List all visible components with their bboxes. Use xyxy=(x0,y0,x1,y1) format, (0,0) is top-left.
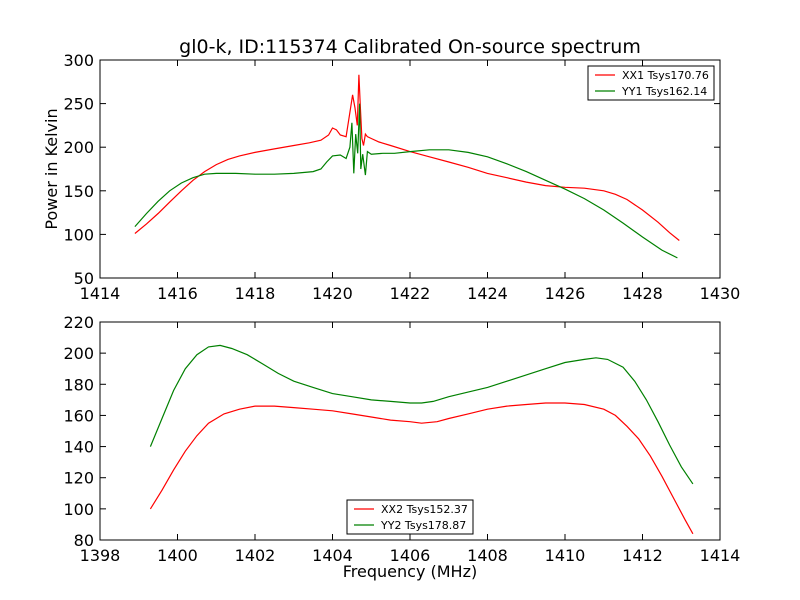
y-tick-label: 150 xyxy=(63,182,94,201)
x-axis-label: Frequency (MHz) xyxy=(343,562,477,581)
legend-label: XX1 Tsys170.76 xyxy=(622,69,709,82)
y-tick-label: 220 xyxy=(63,313,94,332)
series-line-xx2 xyxy=(149,402,694,535)
y-tick-label: 250 xyxy=(63,95,94,114)
x-tick-label: 1402 xyxy=(235,546,276,565)
x-tick-label: 1426 xyxy=(545,284,586,303)
x-tick-label: 1412 xyxy=(622,546,663,565)
x-tick-label: 1414 xyxy=(80,284,121,303)
y-tick-label: 180 xyxy=(63,375,94,394)
legend: XX2 Tsys152.37 YY2 Tsys178.87 xyxy=(346,499,474,535)
x-tick-label: 1398 xyxy=(80,546,121,565)
y-tick-label: 200 xyxy=(63,344,94,363)
legend: XX1 Tsys170.76 YY1 Tsys162.14 xyxy=(587,65,715,101)
y-tick-label: 100 xyxy=(63,500,94,519)
series-line-yy2 xyxy=(149,344,694,485)
legend-label: YY2 Tsys178.87 xyxy=(380,519,466,532)
y-tick-label: 200 xyxy=(63,138,94,157)
x-tick-label: 1418 xyxy=(235,284,276,303)
y-tick-label: 100 xyxy=(63,225,94,244)
series-line-yy1 xyxy=(134,103,678,259)
legend-label: XX2 Tsys152.37 xyxy=(381,503,468,516)
chart-title: gl0-k, ID:115374 Calibrated On-source sp… xyxy=(179,36,641,58)
y-tick-label: 300 xyxy=(63,51,94,70)
x-tick-label: 1406 xyxy=(390,546,431,565)
y-tick-label: 140 xyxy=(63,438,94,457)
x-tick-label: 1414 xyxy=(700,546,741,565)
x-tick-label: 1404 xyxy=(312,546,353,565)
y-tick-label: 50 xyxy=(74,269,94,288)
legend-label: YY1 Tsys162.14 xyxy=(621,85,707,98)
y-tick-label: 120 xyxy=(63,469,94,488)
x-tick-label: 1410 xyxy=(545,546,586,565)
bottom-spectrum-panel: 1398 1400 1402 1404 1406 1408 1410 1412 1414 80 10… xyxy=(63,313,740,581)
x-tick-label: 1422 xyxy=(390,284,431,303)
x-tick-label: 1400 xyxy=(157,546,198,565)
legend-box xyxy=(346,499,474,535)
y-tick-label: 160 xyxy=(63,406,94,425)
x-tick-label: 1408 xyxy=(467,546,508,565)
y-axis-label: Power in Kelvin xyxy=(42,108,61,229)
x-tick-label: 1430 xyxy=(700,284,741,303)
x-tick-label: 1428 xyxy=(622,284,663,303)
legend-box xyxy=(587,65,715,101)
y-tick-label: 80 xyxy=(74,531,94,550)
x-tick-label: 1416 xyxy=(157,284,198,303)
x-tick-label: 1424 xyxy=(467,284,508,303)
x-tick-label: 1420 xyxy=(312,284,353,303)
top-spectrum-panel: 1414 1416 1418 1420 1422 1424 1426 1428 1430 50 10… xyxy=(42,51,740,303)
